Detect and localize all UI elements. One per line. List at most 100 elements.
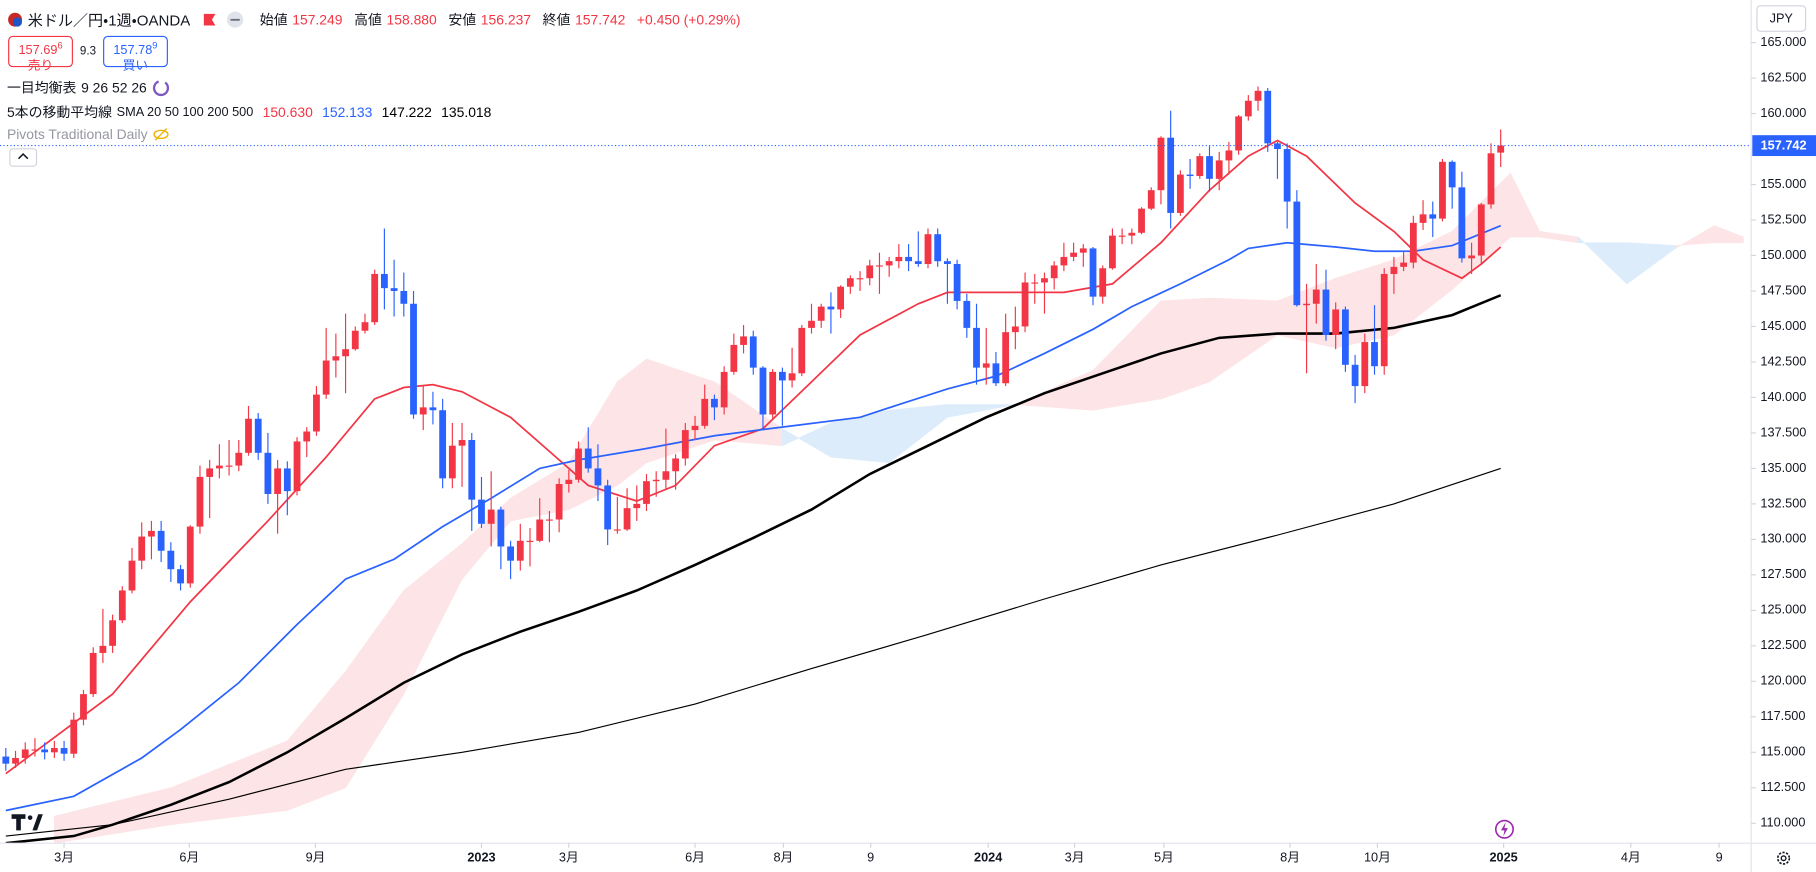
candle-body: [876, 265, 883, 267]
candle-body: [613, 529, 621, 531]
lightning-icon[interactable]: [1494, 819, 1514, 839]
candle-body: [827, 306, 835, 310]
collapse-button[interactable]: [9, 148, 38, 167]
candle-body: [274, 468, 282, 494]
x-tick-label: 2025: [1489, 850, 1517, 865]
y-tick-label: 122.500: [1760, 637, 1806, 652]
candle-body: [50, 748, 58, 753]
candle-body: [1118, 235, 1126, 237]
candle-body: [1487, 153, 1495, 205]
candle-body: [12, 757, 19, 764]
candle-body: [749, 336, 757, 368]
candle-body: [769, 371, 777, 415]
indicator-name[interactable]: Pivots Traditional Daily: [6, 126, 148, 143]
candle-body: [99, 645, 107, 653]
ohlc-value: 157.249: [292, 11, 343, 28]
y-tick-label: 120.000: [1760, 673, 1806, 688]
candle-body: [808, 320, 815, 328]
y-tick-label: 140.000: [1760, 389, 1806, 404]
x-tick-label: 3月: [54, 850, 74, 865]
cloud-segment: [947, 404, 1016, 418]
candle-body: [973, 327, 980, 368]
sma-value: 152.133: [322, 103, 373, 120]
candle-body: [1264, 90, 1272, 144]
sma-legend: 5本の移動平均線 SMA 20 50 100 200 500 150.630 1…: [7, 102, 491, 122]
ohlc-value: 156.237: [480, 11, 532, 28]
sell-label[interactable]: 売り: [27, 58, 54, 73]
indicator-params: SMA 20 50 100 200 500: [116, 104, 254, 119]
hidden-eye-icon[interactable]: [152, 126, 171, 142]
candle-body: [1215, 160, 1223, 179]
sell-price[interactable]: 157.69: [18, 43, 58, 58]
candle-body: [235, 452, 243, 466]
candle-body: [1371, 342, 1378, 367]
candle-body: [1138, 208, 1145, 233]
flag-icon[interactable]: [202, 11, 218, 27]
buy-label[interactable]: 買い: [122, 58, 149, 73]
candle-body: [371, 273, 379, 323]
candle-body: [157, 530, 165, 551]
candle-body: [798, 327, 806, 374]
y-tick-label: 125.000: [1760, 602, 1806, 617]
candle-body: [1274, 143, 1281, 150]
candle-body: [1167, 137, 1175, 213]
candle-body: [681, 430, 689, 459]
candle-body: [953, 264, 961, 301]
indicator-name[interactable]: 一目均衡表: [6, 79, 77, 97]
ohlc-value: 158.880: [386, 11, 437, 28]
x-tick-label: 3月: [559, 850, 579, 865]
candle-body: [1060, 256, 1068, 266]
candle-body: [1157, 137, 1165, 191]
candle-body: [1361, 342, 1369, 387]
currency-box[interactable]: [1756, 5, 1807, 32]
settings-icon[interactable]: [1776, 851, 1791, 865]
candle-body: [1206, 156, 1213, 179]
ichimoku-legend: 一目均衡表 9 26 52 26: [7, 78, 170, 98]
indicator-name[interactable]: 5本の移動平均線: [6, 104, 112, 121]
candle-body: [342, 349, 349, 357]
candle-body: [1109, 235, 1116, 269]
candle-body: [245, 418, 252, 453]
y-tick-label: 110.000: [1760, 815, 1805, 830]
candle-body: [1031, 282, 1039, 284]
symbol-title[interactable]: 米ドル／円・1週・OANDA: [27, 11, 191, 29]
candle-body: [254, 418, 262, 453]
candle-body: [293, 441, 301, 492]
cloud-segment: [782, 422, 832, 458]
chevron-icon[interactable]: [17, 152, 29, 161]
currency[interactable]: JPY: [1770, 10, 1794, 25]
candle-body: [662, 471, 670, 480]
candle-body: [711, 398, 718, 408]
sma-line: [5, 467, 1501, 837]
candle-body: [80, 694, 87, 720]
buy-button[interactable]: 157.789 買い: [102, 35, 168, 73]
sma-line: [5, 224, 1502, 812]
y-tick-label: 130.000: [1760, 531, 1806, 546]
candle-body: [1341, 309, 1349, 365]
candle-body: [691, 425, 699, 431]
cloud-segment: [1510, 173, 1540, 238]
hide-icon[interactable]: [223, 10, 248, 29]
candle-body: [1439, 161, 1446, 219]
y-tick-label: 142.500: [1760, 353, 1806, 368]
buy-price[interactable]: 157.78: [113, 43, 153, 58]
candle-body: [623, 508, 631, 530]
y-tick-label: 147.500: [1760, 282, 1806, 297]
cloud-segment: [617, 358, 647, 487]
candle-body: [89, 652, 97, 695]
x-tick-label: 8月: [1280, 850, 1300, 865]
candle-body: [895, 256, 903, 262]
candle-body: [1254, 90, 1262, 101]
sell-pip[interactable]: 6: [57, 40, 63, 51]
candle-body: [1400, 262, 1408, 267]
candle-body: [1050, 265, 1058, 279]
candle-body: [303, 431, 311, 442]
x-tick-label: 9: [1716, 850, 1723, 865]
tv-logo: [11, 814, 43, 831]
buy-pip[interactable]: 9: [152, 40, 158, 51]
candle-body: [41, 749, 49, 753]
candle-body: [536, 519, 544, 541]
candle-body: [643, 481, 650, 504]
candle-body: [924, 234, 932, 265]
sell-button[interactable]: 157.696 売り: [8, 35, 73, 73]
